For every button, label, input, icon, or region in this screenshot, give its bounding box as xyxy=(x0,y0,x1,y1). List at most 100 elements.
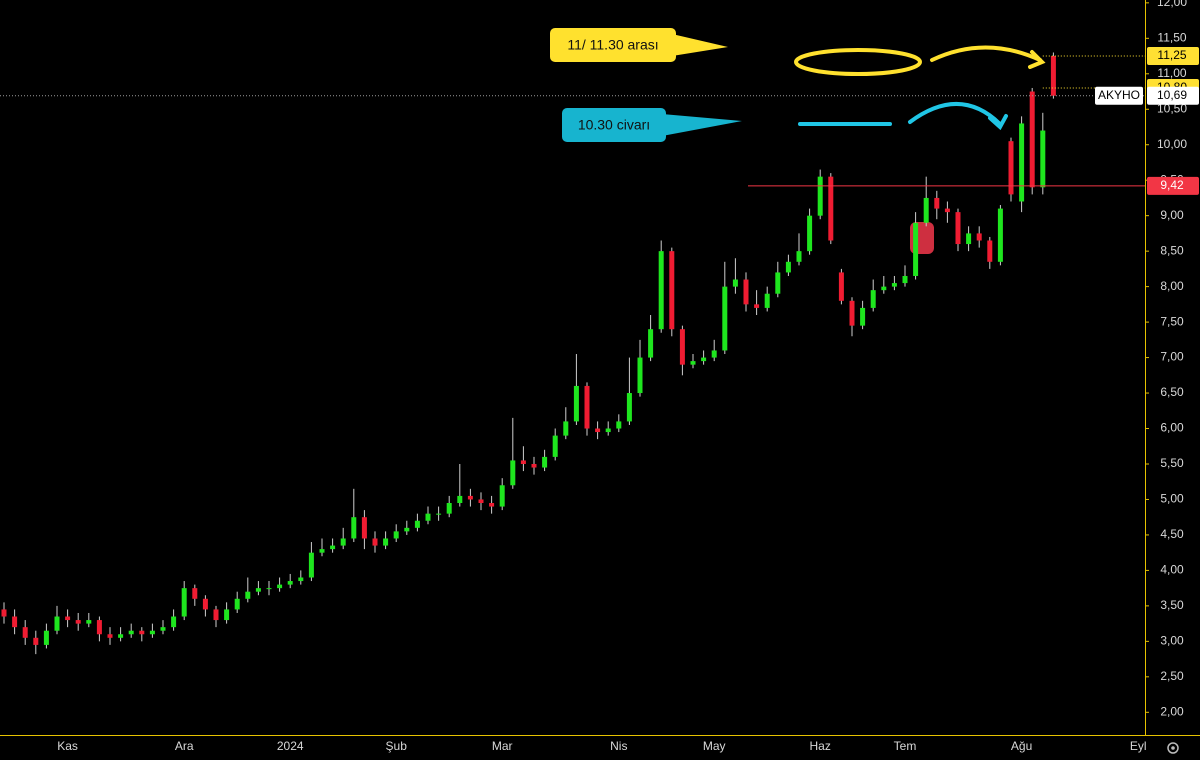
y-tick-label: 10,00 xyxy=(1157,137,1187,151)
candle-body xyxy=(626,393,632,422)
y-tick-label: 3,00 xyxy=(1160,634,1184,648)
candle-body xyxy=(478,499,484,504)
candle-body xyxy=(754,304,760,308)
price-label: 10,69 xyxy=(1157,88,1187,102)
x-tick-label: Ağu xyxy=(1011,739,1032,753)
price-label: 9,42 xyxy=(1160,178,1184,192)
candle-body xyxy=(563,421,569,436)
y-tick-label: 6,50 xyxy=(1160,385,1184,399)
candle-body xyxy=(107,634,113,638)
candle-body xyxy=(446,503,452,514)
candle-body xyxy=(86,620,92,624)
candle-body xyxy=(976,233,982,241)
y-tick-label: 2,50 xyxy=(1160,669,1184,683)
candle-body xyxy=(987,240,993,262)
candle-body xyxy=(436,513,442,515)
x-tick-label: Şub xyxy=(386,739,408,753)
y-tick-label: 8,50 xyxy=(1160,243,1184,257)
y-tick-label: 11,50 xyxy=(1157,30,1186,44)
candle-body xyxy=(923,197,929,223)
y-tick-label: 5,00 xyxy=(1160,492,1184,506)
candle-body xyxy=(171,616,177,628)
candle-body xyxy=(33,637,39,645)
candle-body xyxy=(743,279,749,305)
candle-body xyxy=(96,620,102,635)
callout-box xyxy=(550,28,676,62)
candle-body xyxy=(520,460,526,464)
y-tick-label: 2,00 xyxy=(1160,704,1184,718)
candle-body xyxy=(669,251,675,330)
candle-body xyxy=(128,630,134,635)
candle-body xyxy=(1008,141,1014,195)
y-tick-label: 12,00 xyxy=(1157,0,1187,9)
candle-body xyxy=(213,609,219,621)
candle-body xyxy=(202,598,208,610)
candle-body xyxy=(679,329,685,365)
candle-body xyxy=(277,584,283,589)
candle-body xyxy=(319,549,325,553)
x-tick-label: Tem xyxy=(894,739,917,753)
candle-body xyxy=(722,286,728,351)
candle-body xyxy=(351,517,357,539)
candle-body xyxy=(1019,123,1025,202)
candle-body xyxy=(255,588,261,592)
symbol-box xyxy=(1095,86,1143,105)
candle-body xyxy=(775,272,781,294)
candle-body xyxy=(393,531,399,539)
y-tick-label: 8,00 xyxy=(1160,279,1184,293)
candle-body xyxy=(934,197,940,209)
symbol-label: AKYHO xyxy=(1098,88,1140,102)
y-tick-label: 11,00 xyxy=(1157,66,1186,80)
candle-body xyxy=(308,552,314,578)
candle-body xyxy=(330,545,336,550)
candle-body xyxy=(224,609,230,621)
candle-body xyxy=(361,517,367,539)
candle-body xyxy=(266,588,272,590)
candle-body xyxy=(637,357,643,394)
candle-body xyxy=(1040,130,1046,188)
y-tick-label: 4,50 xyxy=(1160,527,1184,541)
yellow-ellipse xyxy=(794,48,922,76)
candle-body xyxy=(65,616,71,621)
candle-body xyxy=(383,538,389,546)
cyan-arrowhead xyxy=(988,114,1008,131)
candle-body xyxy=(828,176,834,241)
candle-body xyxy=(838,272,844,301)
candle-body xyxy=(372,538,378,546)
candle-body xyxy=(118,634,124,638)
candle-body xyxy=(192,588,198,599)
candle-body xyxy=(499,485,505,507)
price-label-box xyxy=(1147,86,1199,105)
candle-body xyxy=(849,300,855,326)
candle-body xyxy=(139,630,145,635)
price-label-box xyxy=(1147,47,1199,66)
candle-body xyxy=(1050,56,1056,96)
candle-body xyxy=(542,456,548,468)
y-tick-label: 9,00 xyxy=(1160,208,1184,222)
y-tick-label: 10,50 xyxy=(1157,101,1187,115)
x-tick-label: Eyl xyxy=(1130,739,1147,753)
y-tick-label: 3,50 xyxy=(1160,598,1184,612)
candle-body xyxy=(573,385,579,422)
settings-icon-dot xyxy=(1171,746,1175,750)
candle-body xyxy=(181,588,187,617)
y-tick-label: 7,50 xyxy=(1160,314,1184,328)
candle-body xyxy=(860,307,866,326)
candle-body xyxy=(701,357,707,362)
x-tick-label: Haz xyxy=(810,739,831,753)
y-tick-label: 4,00 xyxy=(1160,563,1184,577)
candle-body xyxy=(1,609,7,617)
candle-body xyxy=(510,460,516,486)
candle-body xyxy=(732,279,738,287)
candle-body xyxy=(149,630,155,635)
candle-body xyxy=(817,176,823,216)
candle-body xyxy=(711,350,717,358)
candle-body xyxy=(43,630,49,645)
x-tick-label: Ara xyxy=(175,739,194,753)
x-tick-label: 2024 xyxy=(277,739,304,753)
candle-body xyxy=(807,215,813,252)
settings-icon[interactable] xyxy=(1167,742,1179,754)
candle-body xyxy=(605,428,611,433)
